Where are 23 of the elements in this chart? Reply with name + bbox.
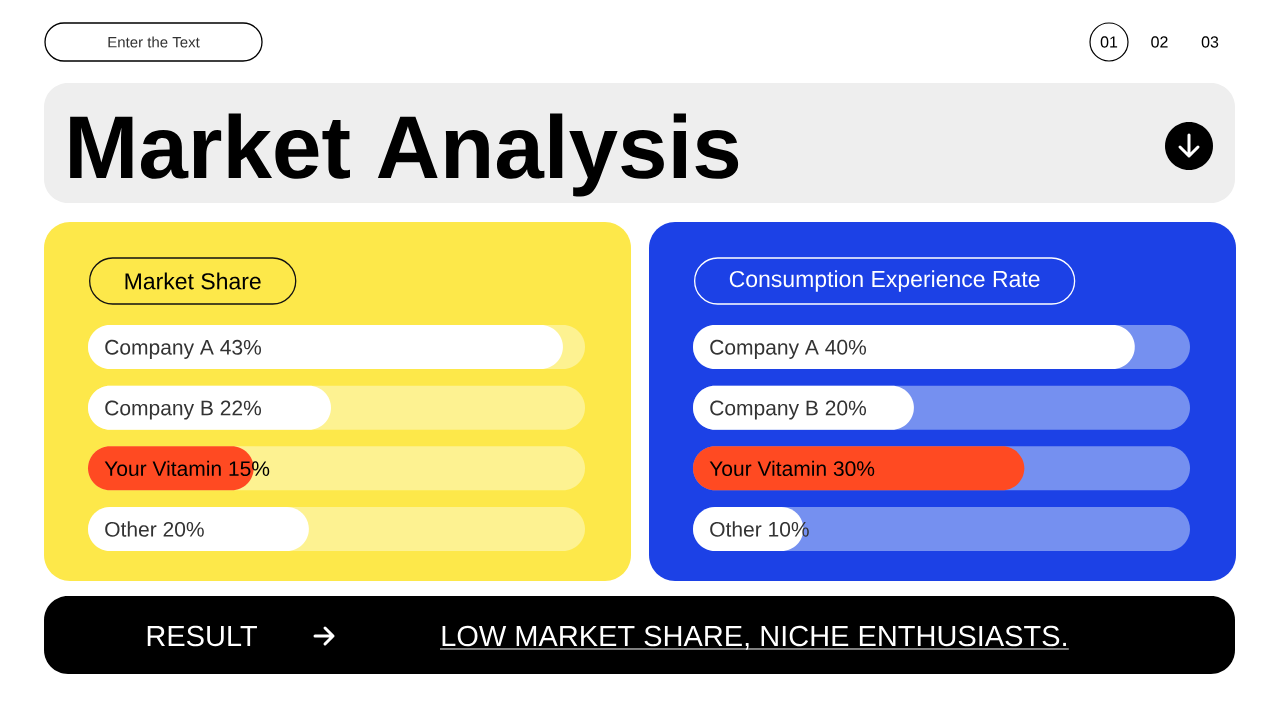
text: RESULT (147, 625, 257, 647)
y-tick-label: Company A (710, 339, 819, 359)
data-label: 22% (220, 400, 262, 416)
y-tick-label: Company B (710, 400, 818, 420)
data-label: 40% (825, 339, 867, 355)
text: 03 (1201, 36, 1219, 48)
y-tick-label: Your Vitamin (104, 460, 221, 477)
text: 01 (1100, 36, 1118, 48)
chart-title: Consumption Experience Rate (729, 270, 1040, 292)
y-tick-label: Company A (105, 339, 214, 359)
text: Market Analysis (70, 113, 739, 197)
text: Enter the Text (108, 36, 200, 48)
y-tick-label: Other (710, 521, 762, 537)
data-label: 30% (833, 461, 875, 477)
data-label: 20% (163, 521, 204, 537)
y-tick-label: Your Vitamin (709, 460, 826, 477)
y-tick-label: Company B (105, 400, 213, 420)
data-label: 43% (220, 339, 262, 355)
text: LOW MARKET SHARE, NICHE ENTHUSIASTS. (442, 625, 1066, 650)
data-label: 20% (825, 400, 867, 416)
text: 02 (1151, 36, 1168, 48)
chart-title: Market Share (125, 272, 261, 290)
y-tick-label: Other (105, 521, 157, 537)
